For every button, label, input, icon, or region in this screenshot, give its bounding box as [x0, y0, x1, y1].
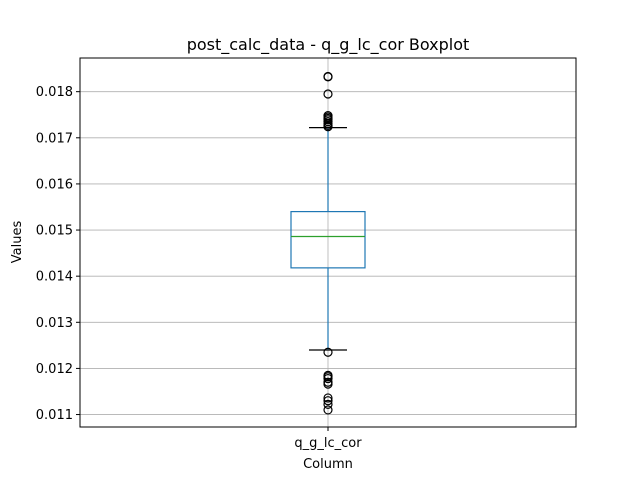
outlier-point [323, 399, 333, 409]
iqr-box [290, 210, 366, 269]
y-axis-label: Values [10, 221, 25, 264]
chart-title: post_calc_data - q_g_lc_cor Boxplot [187, 35, 470, 55]
y-tick-label: 0.016 [36, 177, 73, 192]
outlier-point [323, 89, 333, 99]
outlier-point [323, 393, 333, 403]
outlier-point [323, 72, 333, 82]
outlier-point [323, 379, 333, 389]
outlier-layer [323, 71, 333, 415]
y-tick-label: 0.013 [36, 316, 73, 331]
box-layer [290, 127, 366, 351]
y-tick-label: 0.012 [36, 362, 73, 377]
y-tick-label: 0.011 [36, 408, 73, 423]
outlier-point [323, 396, 333, 406]
y-ticks: 0.011 0.012 0.013 0.014 0.015 0.016 0.017 0.018 [36, 85, 80, 423]
outlier-point [323, 405, 333, 415]
y-tick-label: 0.015 [36, 224, 73, 239]
x-ticks: q_g_lc_cor [294, 427, 362, 451]
outlier-point [323, 347, 333, 357]
outlier-point [323, 122, 333, 132]
outlier-point [323, 373, 333, 384]
x-tick-label: q_g_lc_cor [294, 436, 362, 451]
y-tick-label: 0.018 [36, 85, 73, 100]
y-tick-label: 0.014 [36, 270, 73, 285]
y-tick-label: 0.017 [36, 131, 73, 146]
x-axis-label: Column [303, 457, 353, 472]
